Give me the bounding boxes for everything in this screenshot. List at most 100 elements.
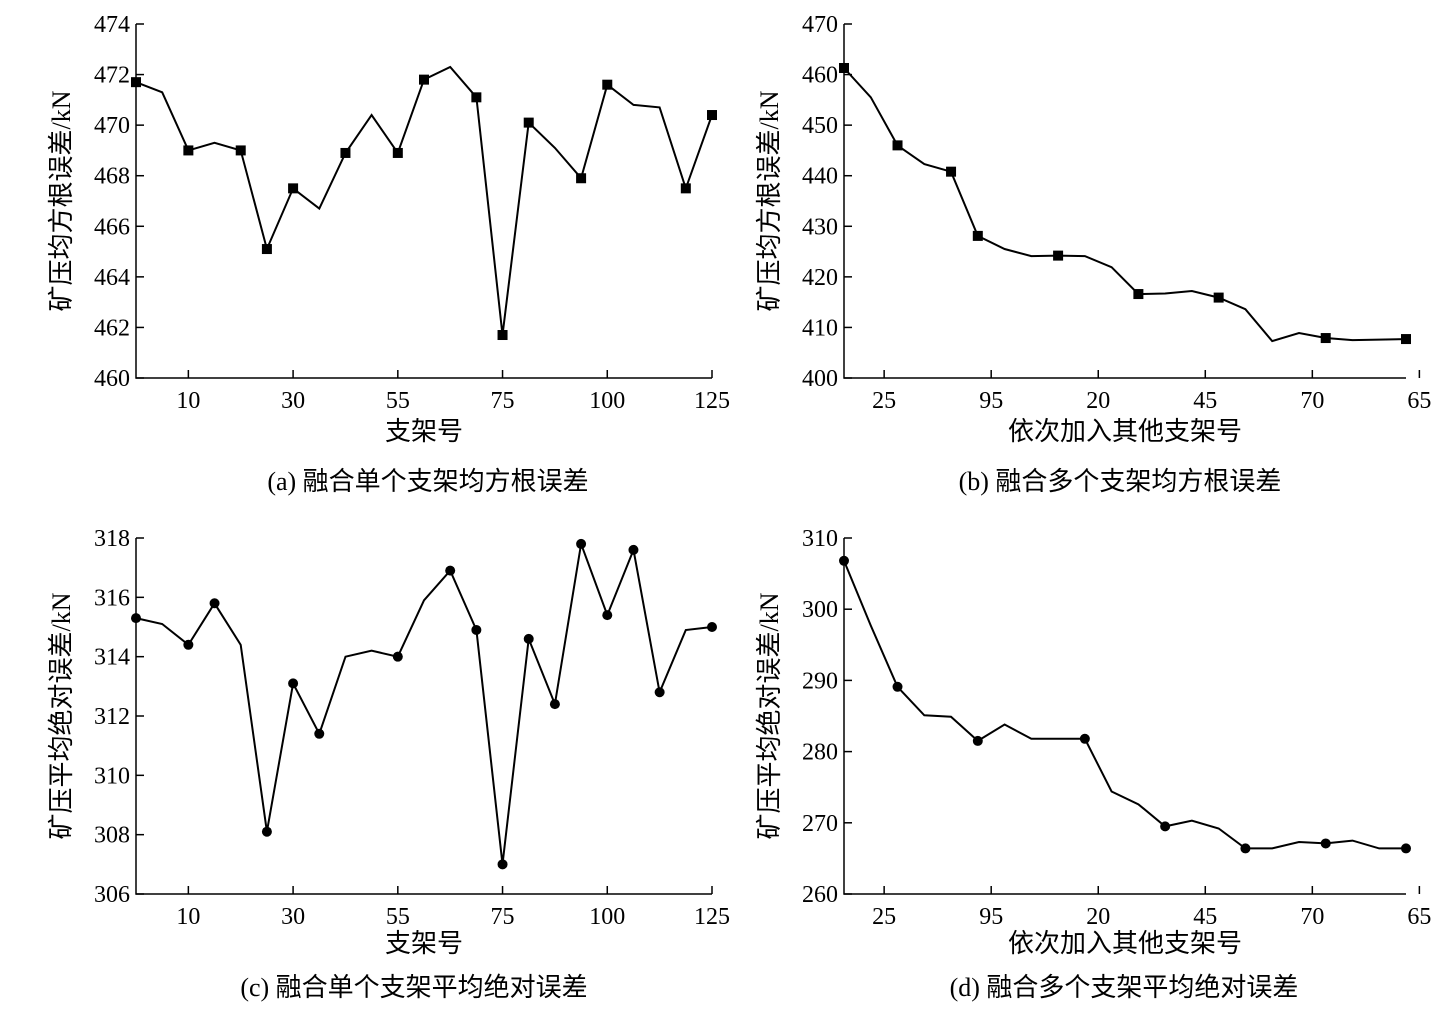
- x-tick-label: 100: [589, 388, 625, 414]
- y-tick-label: 468: [94, 164, 130, 190]
- data-point: [602, 610, 613, 621]
- chart-d: 260 270 280 290 300 310 25 95 20 45 70 65 依次加入其他支架号 矿…: [755, 526, 1431, 1002]
- y-tick-label: 410: [802, 315, 838, 341]
- data-point: [131, 613, 141, 624]
- data-point: [340, 147, 351, 158]
- y-tick-label: 450: [802, 113, 838, 139]
- data-point: [1401, 334, 1411, 345]
- y-tick-label: 400: [802, 366, 838, 392]
- x-tick-label: 30: [281, 388, 305, 414]
- axes: [135, 538, 712, 895]
- data-point: [1320, 333, 1331, 344]
- x-tick-label: 20: [1086, 388, 1110, 414]
- figure-caption: (d) 融合多个支架平均绝对误差: [950, 973, 1299, 1002]
- y-axis-label: 矿压平均绝对误差/kN: [47, 592, 76, 839]
- y-axis-label: 矿压平均绝对误差/kN: [755, 592, 784, 839]
- data-point: [1133, 289, 1144, 300]
- x-tick-label: 45: [1193, 904, 1217, 930]
- data-point: [839, 555, 849, 566]
- x-tick-label: 25: [872, 904, 896, 930]
- x-tick-label: 45: [1193, 388, 1217, 414]
- data-point: [892, 140, 903, 151]
- data-point: [549, 699, 560, 710]
- data-point: [1160, 821, 1171, 832]
- y-axis-label: 矿压均方根误差/kN: [755, 90, 784, 311]
- y-tick-label: 460: [802, 63, 838, 89]
- y-tick-label: 460: [94, 366, 130, 392]
- x-tick-label: 70: [1300, 388, 1324, 414]
- data-point: [707, 110, 717, 121]
- x-tick-label: 95: [979, 904, 1003, 930]
- y-tick-label: 312: [94, 704, 130, 730]
- data-point: [523, 633, 534, 644]
- data-point: [392, 651, 403, 662]
- data-point: [946, 166, 957, 177]
- data-point: [1401, 843, 1411, 854]
- x-axis-label: 支架号: [385, 929, 463, 958]
- x-tick-label: 20: [1086, 904, 1110, 930]
- y-tick-label: 260: [802, 882, 838, 908]
- y-tick-label: 308: [94, 823, 130, 849]
- figure-caption: (a) 融合单个支架均方根误差: [267, 467, 588, 496]
- x-tick-label: 25: [872, 388, 896, 414]
- y-tick-label: 310: [802, 526, 838, 552]
- x-axis-label: 依次加入其他支架号: [1008, 929, 1242, 958]
- y-tick-label: 470: [94, 113, 130, 139]
- y-tick-label: 462: [94, 315, 130, 341]
- y-tick-label: 470: [802, 12, 838, 38]
- x-tick-label: 75: [491, 388, 515, 414]
- axes: [843, 24, 1406, 379]
- data-point: [183, 145, 194, 156]
- x-tick-label: 125: [694, 388, 730, 414]
- y-tick-label: 474: [94, 12, 130, 38]
- x-tick-label: 95: [979, 388, 1003, 414]
- data-point: [680, 183, 691, 194]
- x-tick-label: 55: [386, 904, 410, 930]
- data-point: [419, 74, 429, 85]
- y-tick-label: 314: [94, 645, 130, 671]
- x-tick-label: 70: [1300, 904, 1324, 930]
- data-point: [235, 145, 246, 156]
- figure-caption: (b) 融合多个支架均方根误差: [959, 467, 1282, 496]
- x-tick-label: 75: [491, 904, 515, 930]
- y-tick-label: 420: [802, 265, 838, 291]
- series-line: [135, 65, 713, 336]
- y-tick-label: 472: [94, 63, 130, 89]
- data-point: [892, 681, 903, 692]
- data-point: [471, 624, 482, 635]
- chart-b: 400 410 420 430 440 450 460 470 25 95 20 45 70 65 依次加入…: [755, 12, 1431, 496]
- x-tick-label: 30: [281, 904, 305, 930]
- data-point: [1079, 733, 1090, 744]
- y-tick-label: 316: [94, 585, 130, 611]
- data-point: [1213, 292, 1224, 303]
- data-point: [288, 183, 299, 194]
- y-tick-label: 280: [802, 740, 838, 766]
- series-line: [843, 67, 1407, 343]
- data-point: [392, 147, 403, 158]
- data-point: [1240, 843, 1251, 854]
- data-point: [497, 859, 508, 870]
- y-tick-label: 310: [94, 763, 130, 789]
- data-point: [445, 565, 456, 576]
- y-tick-label: 300: [802, 597, 838, 623]
- data-point: [707, 622, 717, 632]
- data-point: [654, 687, 665, 698]
- series-line: [135, 539, 713, 865]
- figure-caption: (c) 融合单个支架平均绝对误差: [240, 973, 587, 1002]
- y-axis-label: 矿压均方根误差/kN: [47, 90, 76, 311]
- chart-c: 306 308 310 312 314 316 318 10 30 55 75 100 125 支架号 矿压…: [47, 526, 730, 1002]
- data-point: [602, 79, 613, 90]
- x-tick-label: 55: [386, 388, 410, 414]
- series-line: [843, 560, 1406, 850]
- data-point: [183, 639, 194, 650]
- data-point: [1320, 838, 1331, 849]
- data-point: [261, 244, 272, 255]
- data-point: [972, 735, 983, 746]
- data-point: [523, 117, 534, 128]
- y-tick-label: 318: [94, 526, 130, 552]
- x-tick-label: 65: [1407, 388, 1431, 414]
- data-point: [497, 330, 508, 341]
- x-tick-label: 100: [589, 904, 625, 930]
- x-tick-label: 10: [176, 388, 200, 414]
